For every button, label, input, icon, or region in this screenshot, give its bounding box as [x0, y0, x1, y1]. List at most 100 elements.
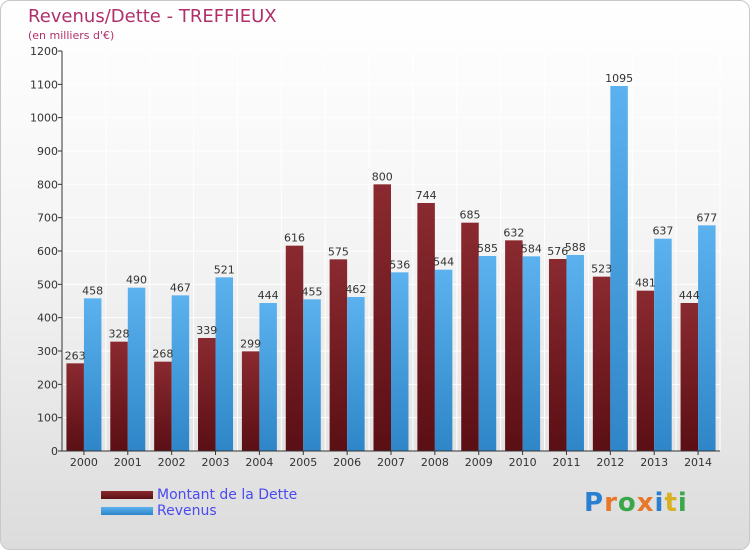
y-tick-label: 200: [37, 378, 58, 391]
x-tick-label: 2001: [114, 456, 142, 469]
data-label-dette: 444: [679, 289, 700, 302]
data-label-revenus: 1095: [605, 72, 633, 85]
logo-letter: P: [584, 488, 605, 518]
x-tick-label: 2012: [596, 456, 624, 469]
x-tick-label: 2008: [421, 456, 449, 469]
logo-letter: i: [654, 488, 665, 518]
data-label-revenus: 588: [565, 241, 586, 254]
bar-dette: [285, 245, 304, 451]
x-tick-label: 2009: [465, 456, 493, 469]
bar-revenus: [610, 86, 628, 451]
data-label-revenus: 444: [258, 289, 279, 302]
bar-revenus: [522, 256, 541, 451]
y-tick-label: 1000: [30, 112, 58, 125]
bar-revenus: [171, 295, 190, 451]
bar-revenus: [391, 272, 409, 451]
data-label-revenus: 455: [302, 285, 323, 298]
x-tick-label: 2013: [640, 456, 668, 469]
proxiti-logo: Proxiti: [584, 488, 688, 518]
data-label-dette: 339: [196, 324, 217, 337]
bar-revenus: [478, 256, 497, 451]
bar-dette: [198, 338, 216, 451]
legend-item-dette: Montant de la Dette: [101, 487, 297, 503]
axes: 0 100 200 300 400 500 600 700 800 900 1000 1100 1200…: [30, 45, 720, 469]
bar-dette: [548, 259, 567, 451]
data-label-revenus: 677: [696, 211, 717, 224]
logo-letter: r: [604, 488, 618, 518]
data-label-revenus: 467: [170, 281, 191, 294]
x-tick-label: 2003: [202, 456, 230, 469]
data-label-revenus: 637: [652, 225, 673, 238]
bar-dette: [461, 222, 479, 451]
bar-dette: [241, 351, 260, 451]
data-label-dette: 575: [328, 245, 349, 258]
data-label-revenus: 536: [389, 258, 410, 271]
data-label-dette: 299: [240, 337, 261, 350]
y-tick-label: 900: [37, 145, 58, 158]
legend-swatch-revenus: [101, 507, 153, 515]
legend-label-dette: Montant de la Dette: [157, 487, 298, 503]
data-label-revenus: 490: [126, 274, 147, 287]
y-tick-label: 700: [37, 212, 58, 225]
data-label-dette: 523: [591, 263, 612, 276]
logo-letter: i: [677, 488, 688, 518]
bar-dette: [110, 341, 128, 451]
data-label-dette: 268: [152, 348, 173, 361]
x-tick-label: 2005: [289, 456, 317, 469]
legend-label-revenus: Revenus: [157, 503, 217, 519]
x-tick-label: 2010: [509, 456, 537, 469]
x-tick-label: 2004: [245, 456, 273, 469]
bar-dette: [505, 240, 523, 451]
bar-dette: [154, 361, 172, 451]
y-tick-label: 600: [37, 245, 58, 258]
bar-dette: [636, 290, 655, 451]
data-label-revenus: 585: [477, 242, 498, 255]
y-tick-label: 100: [37, 412, 58, 425]
bars: [66, 86, 716, 452]
bar-revenus: [347, 297, 365, 451]
bar-dette: [329, 259, 348, 451]
data-label-dette: 685: [459, 209, 480, 222]
bar-revenus: [434, 269, 453, 451]
legend-swatch-dette: [101, 491, 153, 499]
data-label-revenus: 458: [82, 284, 103, 297]
logo-letter: o: [617, 488, 637, 518]
data-label-dette: 263: [65, 349, 86, 362]
legend: Montant de la Dette Revenus: [101, 487, 297, 519]
bar-dette: [373, 184, 391, 452]
data-label-dette: 576: [547, 245, 568, 258]
bar-revenus: [303, 299, 321, 451]
data-labels: 263 458 328 490 268 467 339 521 299 444 616 455 575 4…: [65, 72, 718, 362]
x-tick-label: 2002: [158, 456, 186, 469]
logo-letter: x: [636, 488, 655, 518]
data-label-dette: 632: [503, 226, 524, 239]
bar-revenus: [83, 298, 102, 451]
data-label-revenus: 462: [345, 283, 366, 296]
data-label-dette: 800: [372, 170, 393, 183]
data-label-dette: 616: [284, 232, 305, 245]
data-label-dette: 481: [635, 277, 656, 290]
logo-letter: t: [664, 488, 678, 518]
bar-revenus: [698, 225, 716, 451]
data-label-revenus: 544: [433, 256, 454, 269]
bar-revenus: [259, 303, 277, 451]
bar-dette: [417, 203, 435, 451]
data-label-revenus: 584: [521, 242, 542, 255]
y-tick-label: 800: [37, 178, 58, 191]
y-tick-label: 1200: [30, 45, 58, 58]
legend-item-revenus: Revenus: [101, 503, 297, 519]
y-tick-label: 300: [37, 345, 58, 358]
x-tick-label: 2007: [377, 456, 405, 469]
x-tick-label: 2011: [552, 456, 580, 469]
bar-revenus: [215, 277, 234, 451]
y-tick-label: 500: [37, 278, 58, 291]
y-tick-label: 0: [51, 445, 58, 458]
x-tick-label: 2000: [70, 456, 98, 469]
data-label-dette: 744: [416, 189, 437, 202]
chart-title: Revenus/Dette - TREFFIEUX: [28, 6, 277, 27]
bar-dette: [680, 303, 699, 451]
bar-revenus: [127, 287, 146, 451]
y-tick-label: 400: [37, 312, 58, 325]
bar-dette: [66, 363, 84, 451]
